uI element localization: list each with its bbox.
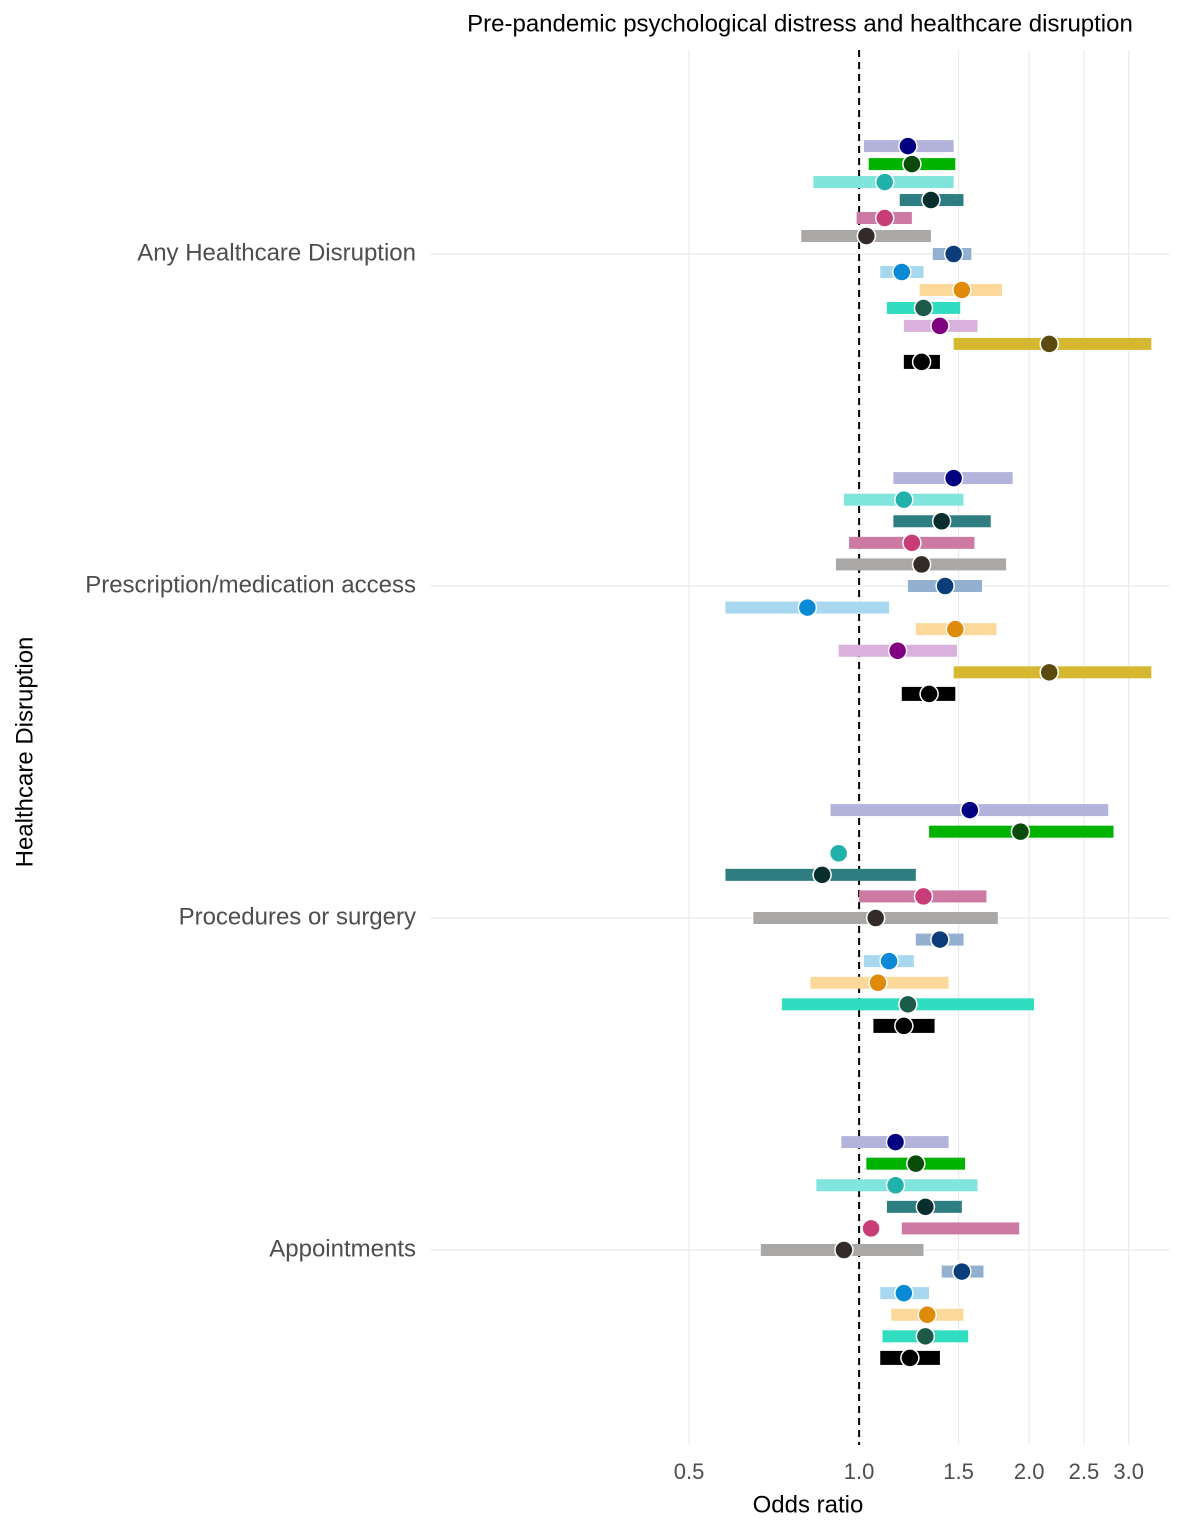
point-estimate (894, 1016, 914, 1036)
point-estimate (915, 1326, 936, 1347)
point-estimate (900, 1348, 920, 1368)
point-estimate (868, 972, 888, 993)
point-estimate (828, 843, 849, 864)
point-estimate (906, 1153, 926, 1174)
x-axis-label: Odds ratio (753, 1491, 864, 1518)
point-estimate (894, 1283, 914, 1303)
point-estimate (952, 280, 972, 300)
point-estimate (865, 908, 886, 928)
point-estimate (930, 929, 950, 950)
point-estimate (894, 489, 914, 510)
ci-bar (901, 1222, 1020, 1235)
point-estimate (874, 208, 895, 228)
x-tick-label: 1.5 (943, 1459, 974, 1484)
point-estimate (921, 190, 941, 210)
point-estimate (943, 468, 964, 488)
point-estimate (856, 226, 877, 246)
point-estimate (911, 554, 932, 575)
x-tick-label: 2.5 (1069, 1459, 1100, 1484)
point-estimate (931, 511, 952, 532)
point-estimate (945, 619, 966, 639)
point-estimate (898, 994, 918, 1015)
point-estimate (930, 316, 950, 336)
point-estimate (812, 865, 832, 885)
point-estimate (935, 576, 955, 596)
x-tick-label: 2.0 (1014, 1459, 1045, 1484)
point-estimate (1039, 662, 1059, 683)
y-tick-label: Any Healthcare Disruption (137, 239, 416, 266)
point-estimate (902, 533, 922, 553)
point-estimate (913, 298, 934, 318)
x-tick-label: 1.0 (844, 1459, 875, 1484)
x-tick-label: 3.0 (1113, 1459, 1144, 1484)
point-estimate (885, 1175, 906, 1196)
point-estimate (960, 800, 980, 820)
y-tick-label: Appointments (269, 1235, 416, 1262)
y-tick-label: Procedures or surgery (179, 903, 416, 930)
point-estimate (943, 244, 964, 264)
point-estimate (919, 684, 939, 704)
y-tick-label: Prescription/medication access (85, 571, 416, 598)
point-estimate (885, 1132, 906, 1152)
point-estimate (1039, 334, 1059, 354)
point-estimate (797, 597, 818, 618)
point-estimate (887, 640, 908, 661)
point-estimate (915, 1197, 936, 1217)
point-estimate (892, 262, 912, 282)
point-estimate (879, 951, 899, 971)
point-estimate (952, 1261, 972, 1282)
point-estimate (834, 1240, 854, 1260)
point-estimate (902, 154, 922, 174)
x-tick-label: 0.5 (674, 1459, 705, 1484)
point-estimate (874, 172, 895, 192)
point-estimate (1010, 821, 1031, 842)
y-axis-label: Healthcare Disruption (11, 637, 38, 868)
point-estimate (861, 1218, 881, 1239)
point-estimate (898, 136, 918, 156)
point-estimate (911, 352, 932, 372)
point-estimate (917, 1304, 937, 1325)
chart-title: Pre-pandemic psychological distress and … (467, 10, 1133, 37)
point-estimate (913, 886, 934, 907)
